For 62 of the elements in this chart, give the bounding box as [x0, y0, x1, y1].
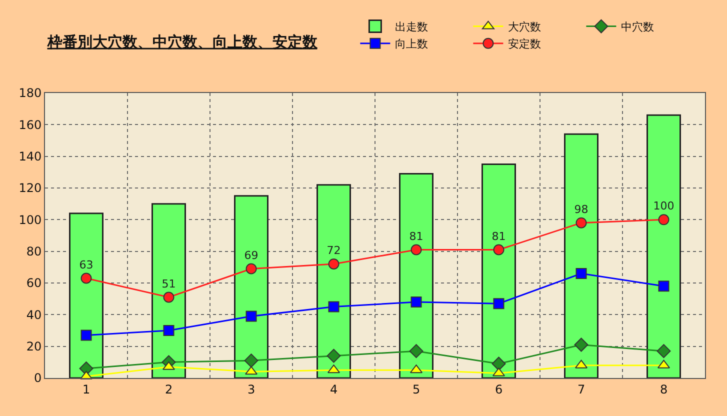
legend-label: 出走数	[395, 20, 428, 34]
bar	[646, 114, 681, 378]
x-tick-label: 5	[412, 382, 420, 396]
point	[328, 301, 340, 312]
data-label: 98	[574, 202, 588, 216]
y-tick-label: 140	[18, 150, 42, 164]
point	[574, 338, 588, 352]
y-tick-label: 20	[26, 340, 42, 354]
data-label: 63	[79, 258, 94, 272]
point	[493, 244, 504, 256]
data-label: 81	[409, 230, 424, 243]
bar	[234, 195, 268, 378]
y-tick-label: 100	[18, 212, 42, 227]
x-tick-label: 7	[577, 382, 586, 396]
data-label: 69	[244, 248, 258, 262]
bar	[399, 173, 434, 378]
point	[246, 263, 257, 274]
y-tick-label: 40	[26, 308, 42, 322]
x-tick-label: 6	[494, 382, 503, 396]
bar	[316, 184, 351, 378]
point	[409, 344, 424, 358]
y-tick-label: 160	[18, 118, 42, 132]
point	[80, 330, 92, 341]
point	[163, 292, 174, 303]
chart-title: 枠番別大穴数、中穴数、向上数、安定数	[46, 32, 318, 51]
bar	[152, 203, 186, 378]
legend-label: 中穴数	[621, 20, 654, 34]
point	[328, 258, 340, 270]
data-label: 81	[492, 230, 506, 243]
point	[410, 244, 422, 256]
point	[163, 325, 174, 336]
point	[576, 268, 587, 279]
point	[410, 296, 422, 308]
point	[658, 280, 670, 292]
data-label: 51	[162, 277, 176, 290]
x-tick-label: 2	[164, 382, 173, 396]
y-tick-label: 0	[34, 371, 42, 386]
x-tick-label: 1	[82, 382, 90, 396]
point	[658, 214, 670, 226]
data-label: 72	[326, 244, 341, 257]
y-tick-label: 180	[18, 86, 42, 100]
bar	[564, 133, 598, 378]
legend-label: 安定数	[508, 38, 542, 51]
x-tick-label: 8	[660, 382, 668, 396]
bar	[482, 164, 516, 378]
x-tick-label: 3	[247, 382, 256, 396]
bar	[69, 212, 104, 378]
legend-label: 向上数	[395, 38, 428, 51]
y-tick-label: 60	[26, 276, 42, 290]
point	[80, 272, 92, 284]
y-tick-label: 80	[26, 244, 42, 259]
point	[576, 217, 587, 228]
x-tick-label: 4	[330, 382, 338, 396]
point	[492, 356, 506, 371]
data-label: 100	[653, 200, 674, 213]
point	[656, 344, 671, 358]
legend-label: 大穴数	[508, 20, 542, 34]
y-tick-label: 120	[18, 181, 42, 196]
point	[493, 298, 504, 310]
point	[326, 348, 341, 363]
point	[244, 354, 258, 368]
point	[246, 310, 257, 322]
